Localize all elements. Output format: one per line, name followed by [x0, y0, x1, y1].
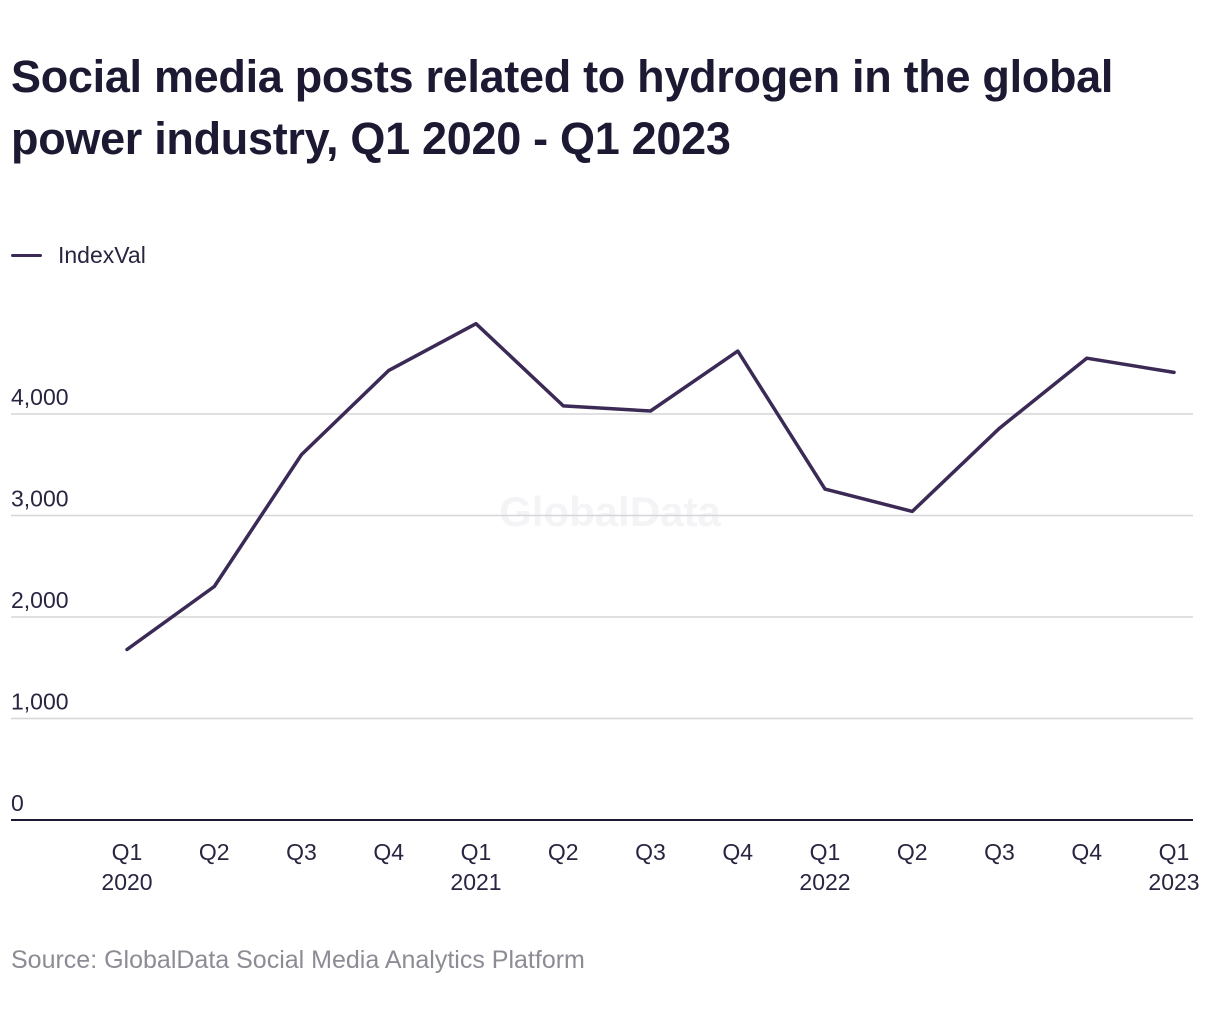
- watermark: GlobalData: [499, 488, 721, 535]
- data-point: [1172, 370, 1176, 374]
- data-point: [910, 509, 914, 513]
- data-point: [736, 349, 740, 353]
- x-tick-label: Q3: [635, 839, 666, 865]
- x-tick-label: Q1: [461, 839, 492, 865]
- chart-title: Social media posts related to hydrogen i…: [11, 51, 1114, 164]
- x-tick-label: Q2: [548, 839, 579, 865]
- y-tick-label: 1,000: [11, 689, 69, 715]
- data-point: [998, 426, 1001, 430]
- y-tick-label: 0: [11, 790, 24, 816]
- x-tick-label: Q3: [286, 839, 317, 865]
- x-tick-year-label: 2021: [450, 869, 501, 895]
- data-point: [1085, 356, 1089, 360]
- source-note: Source: GlobalData Social Media Analytic…: [11, 946, 585, 974]
- y-tick-label: 2,000: [11, 587, 69, 613]
- series-line-indexval: [125, 321, 1176, 652]
- legend-swatch: [11, 254, 42, 257]
- x-tick-label: Q4: [1071, 839, 1102, 865]
- y-tick-label: 4,000: [11, 384, 69, 410]
- x-tick-year-label: 2022: [799, 869, 850, 895]
- x-tick-year-label: 2020: [101, 869, 152, 895]
- x-tick-label: Q1: [1159, 839, 1190, 865]
- x-tick-year-label: 2023: [1148, 869, 1199, 895]
- y-tick-label: 3,000: [11, 486, 69, 512]
- legend: IndexVal: [11, 242, 146, 269]
- legend-label: IndexVal: [58, 242, 146, 268]
- x-tick-label: Q1: [810, 839, 841, 865]
- data-point: [474, 322, 478, 326]
- x-tick-label: Q3: [984, 839, 1015, 865]
- x-tick-label: Q4: [722, 839, 753, 865]
- data-point: [387, 368, 391, 372]
- data-point: [212, 585, 216, 589]
- data-point: [649, 409, 652, 413]
- x-tick-label: Q1: [112, 839, 143, 865]
- data-point: [561, 404, 565, 408]
- x-tick-label: Q4: [373, 839, 404, 865]
- data-point: [300, 453, 303, 457]
- x-tick-label: Q2: [199, 839, 230, 865]
- data-point: [125, 647, 129, 651]
- x-tick-label: Q2: [897, 839, 928, 865]
- data-point: [823, 487, 827, 491]
